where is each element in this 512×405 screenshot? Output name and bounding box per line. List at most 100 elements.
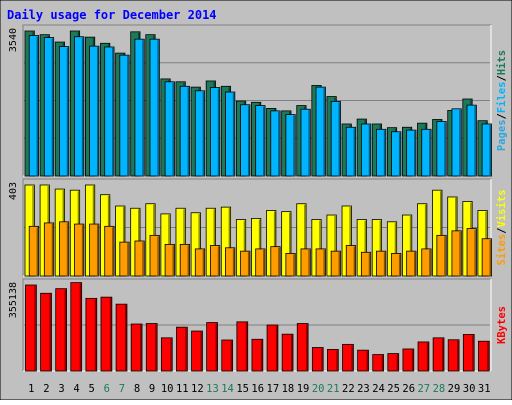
bar-files-day31-shade <box>489 124 491 176</box>
day-label-7: 7 <box>119 383 125 395</box>
bar-kbytes-day1 <box>25 284 37 372</box>
bar-files-day1 <box>28 35 39 177</box>
bar-sites-day13-body <box>209 245 221 277</box>
day-label-21: 21 <box>327 383 340 395</box>
bar-kbytes-day13 <box>206 322 218 372</box>
bar-files-day26 <box>406 129 417 177</box>
legend-item-files: Files <box>496 82 508 114</box>
bar-kbytes-day20-shade <box>321 348 323 371</box>
bar-kbytes-day22-body <box>342 343 354 372</box>
bar-sites-day8-shade <box>142 242 144 276</box>
bar-kbytes-day24-body <box>372 354 384 372</box>
bar-kbytes-day5 <box>85 297 98 372</box>
bar-kbytes-day9-body <box>145 323 158 372</box>
bar-kbytes-day28-shade <box>441 338 444 371</box>
bar-kbytes-day14-shade <box>230 341 233 371</box>
bar-files-day27 <box>421 128 432 177</box>
day-label-18: 18 <box>282 383 295 395</box>
bar-kbytes-day19-shade <box>306 324 308 371</box>
bar-sites-day20 <box>315 248 326 277</box>
bar-kbytes-day26-shade <box>411 349 414 371</box>
bar-kbytes-day29-body <box>447 339 460 372</box>
bar-kbytes-day4 <box>70 282 83 372</box>
day-label-9: 9 <box>149 383 155 395</box>
bar-kbytes-day30-body <box>462 334 475 372</box>
bar-sites-day23-body <box>360 251 372 277</box>
bar-files-day5-body <box>89 45 100 177</box>
panel-max-label: 3540 <box>8 28 19 52</box>
bar-files-day7 <box>119 54 130 177</box>
bar-kbytes-day12-shade <box>200 332 202 371</box>
bar-files-day30-body <box>466 104 477 177</box>
bar-sites-day14-body <box>225 247 236 277</box>
bar-sites-day12 <box>194 248 206 277</box>
bar-files-day16-shade <box>263 106 265 176</box>
bar-sites-day27-body <box>421 248 432 277</box>
bar-kbytes-day3-body <box>55 288 67 372</box>
day-label-25: 25 <box>387 383 400 395</box>
bar-files-day7-body <box>119 54 130 177</box>
bar-sites-day12-shade <box>202 249 205 276</box>
bar-kbytes-day10 <box>160 337 173 372</box>
bar-visits-day23-shade <box>364 220 366 276</box>
bar-files-day7-shade <box>127 56 129 176</box>
bar-files-day29 <box>451 108 462 177</box>
bar-kbytes-day31-body <box>478 340 490 372</box>
bar-kbytes-day22 <box>342 343 354 372</box>
bar-sites-day21 <box>330 250 341 277</box>
bar-kbytes-day27 <box>417 341 430 372</box>
day-label-10: 10 <box>161 383 174 395</box>
bar-kbytes-day21 <box>327 349 339 372</box>
panels-layer: 3540Pages/Files/Hits403Sites/Visits35513… <box>8 24 508 372</box>
bar-sites-day6-shade <box>112 227 114 276</box>
bar-files-day1-shade <box>36 36 39 177</box>
bar-files-day28-body <box>436 121 447 177</box>
bar-kbytes-day25 <box>387 353 400 372</box>
bar-sites-day16-body <box>255 248 266 277</box>
bar-sites-day7-shade <box>127 243 129 276</box>
bar-kbytes-day9 <box>145 323 158 372</box>
bar-sites-day13-shade <box>217 246 220 276</box>
bar-sites-day28-shade <box>444 236 446 276</box>
bar-sites-day30 <box>466 228 477 277</box>
bar-kbytes-day23 <box>357 349 369 372</box>
bar-files-day25 <box>391 131 402 177</box>
bar-visits-day15-shade <box>243 220 246 276</box>
bar-kbytes-day30 <box>462 334 475 372</box>
chart-title: Daily usage for December 2014 <box>7 8 217 22</box>
bar-kbytes-day16-shade <box>260 340 263 371</box>
bar-sites-day26-body <box>406 250 417 277</box>
bar-visits-day20-shade <box>319 220 321 276</box>
bar-files-day12 <box>194 90 206 177</box>
day-label-14: 14 <box>221 383 234 395</box>
bar-files-day26-shade <box>414 131 416 176</box>
bar-sites-day3-body <box>59 221 70 277</box>
bar-files-day9-body <box>149 38 160 177</box>
bar-sites-day1-shade <box>36 227 39 276</box>
day-label-6: 6 <box>104 383 110 395</box>
bar-kbytes-day22-shade <box>351 345 353 371</box>
bar-sites-day2-body <box>43 222 55 277</box>
bar-sites-day9-body <box>149 234 160 277</box>
panel-legend: KBytes <box>496 306 508 344</box>
bar-files-day1-body <box>28 35 39 177</box>
bar-sites-day28 <box>436 234 447 277</box>
day-label-11: 11 <box>176 383 189 395</box>
bar-sites-day20-shade <box>323 249 325 276</box>
bar-sites-day6-body <box>104 225 115 277</box>
bar-sites-day6 <box>104 225 115 277</box>
bar-sites-day22 <box>345 245 357 277</box>
bar-kbytes-day8-shade <box>140 325 142 371</box>
bar-files-day30 <box>466 104 477 177</box>
bar-kbytes-day21-shade <box>336 350 338 371</box>
bar-kbytes-day24-shade <box>381 355 384 371</box>
bar-visits-day27-shade <box>424 204 427 276</box>
bar-kbytes-day2 <box>40 292 52 372</box>
bar-sites-day26-shade <box>414 252 416 276</box>
bar-files-day13 <box>209 87 221 177</box>
bar-files-day14-body <box>225 91 236 177</box>
bar-sites-day28-body <box>436 234 447 277</box>
bar-files-day9 <box>149 38 160 177</box>
bar-sites-day18-shade <box>293 254 295 276</box>
bar-kbytes-day21-body <box>327 349 339 372</box>
